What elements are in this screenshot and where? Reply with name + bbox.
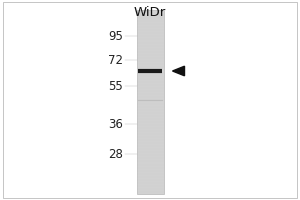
Text: WiDr: WiDr: [134, 6, 166, 19]
Text: 55: 55: [108, 79, 123, 92]
Bar: [136, 10, 164, 194]
Text: 28: 28: [108, 148, 123, 160]
Text: 36: 36: [108, 117, 123, 130]
Text: 72: 72: [108, 53, 123, 66]
Polygon shape: [172, 66, 184, 76]
Text: 95: 95: [108, 29, 123, 43]
